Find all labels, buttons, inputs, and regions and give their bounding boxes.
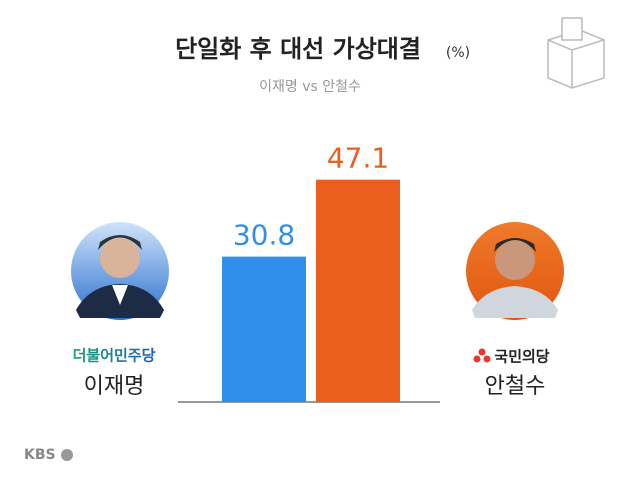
candidate-photo-left [71,222,169,320]
party-label: 국민의당 [494,348,549,366]
party-symbol [473,348,491,363]
logo-icon [61,449,73,461]
ballot-icon [547,17,605,89]
party-label: 더불어민주당 [73,347,156,365]
candidate-name: 안철수 [485,374,546,399]
bar [222,256,306,402]
value-label: 47.1 [327,142,389,175]
chart-title: 단일화 후 대선 가상대결 [175,35,421,63]
unit: (%) [446,45,470,61]
subtitle: 이재명 vs 안철수 [259,79,361,95]
candidate-name: 이재명 [84,374,145,399]
value-label: 30.8 [233,219,295,252]
logo: KBS [24,447,56,463]
bar [316,179,400,402]
candidate-photo-right [466,222,564,320]
